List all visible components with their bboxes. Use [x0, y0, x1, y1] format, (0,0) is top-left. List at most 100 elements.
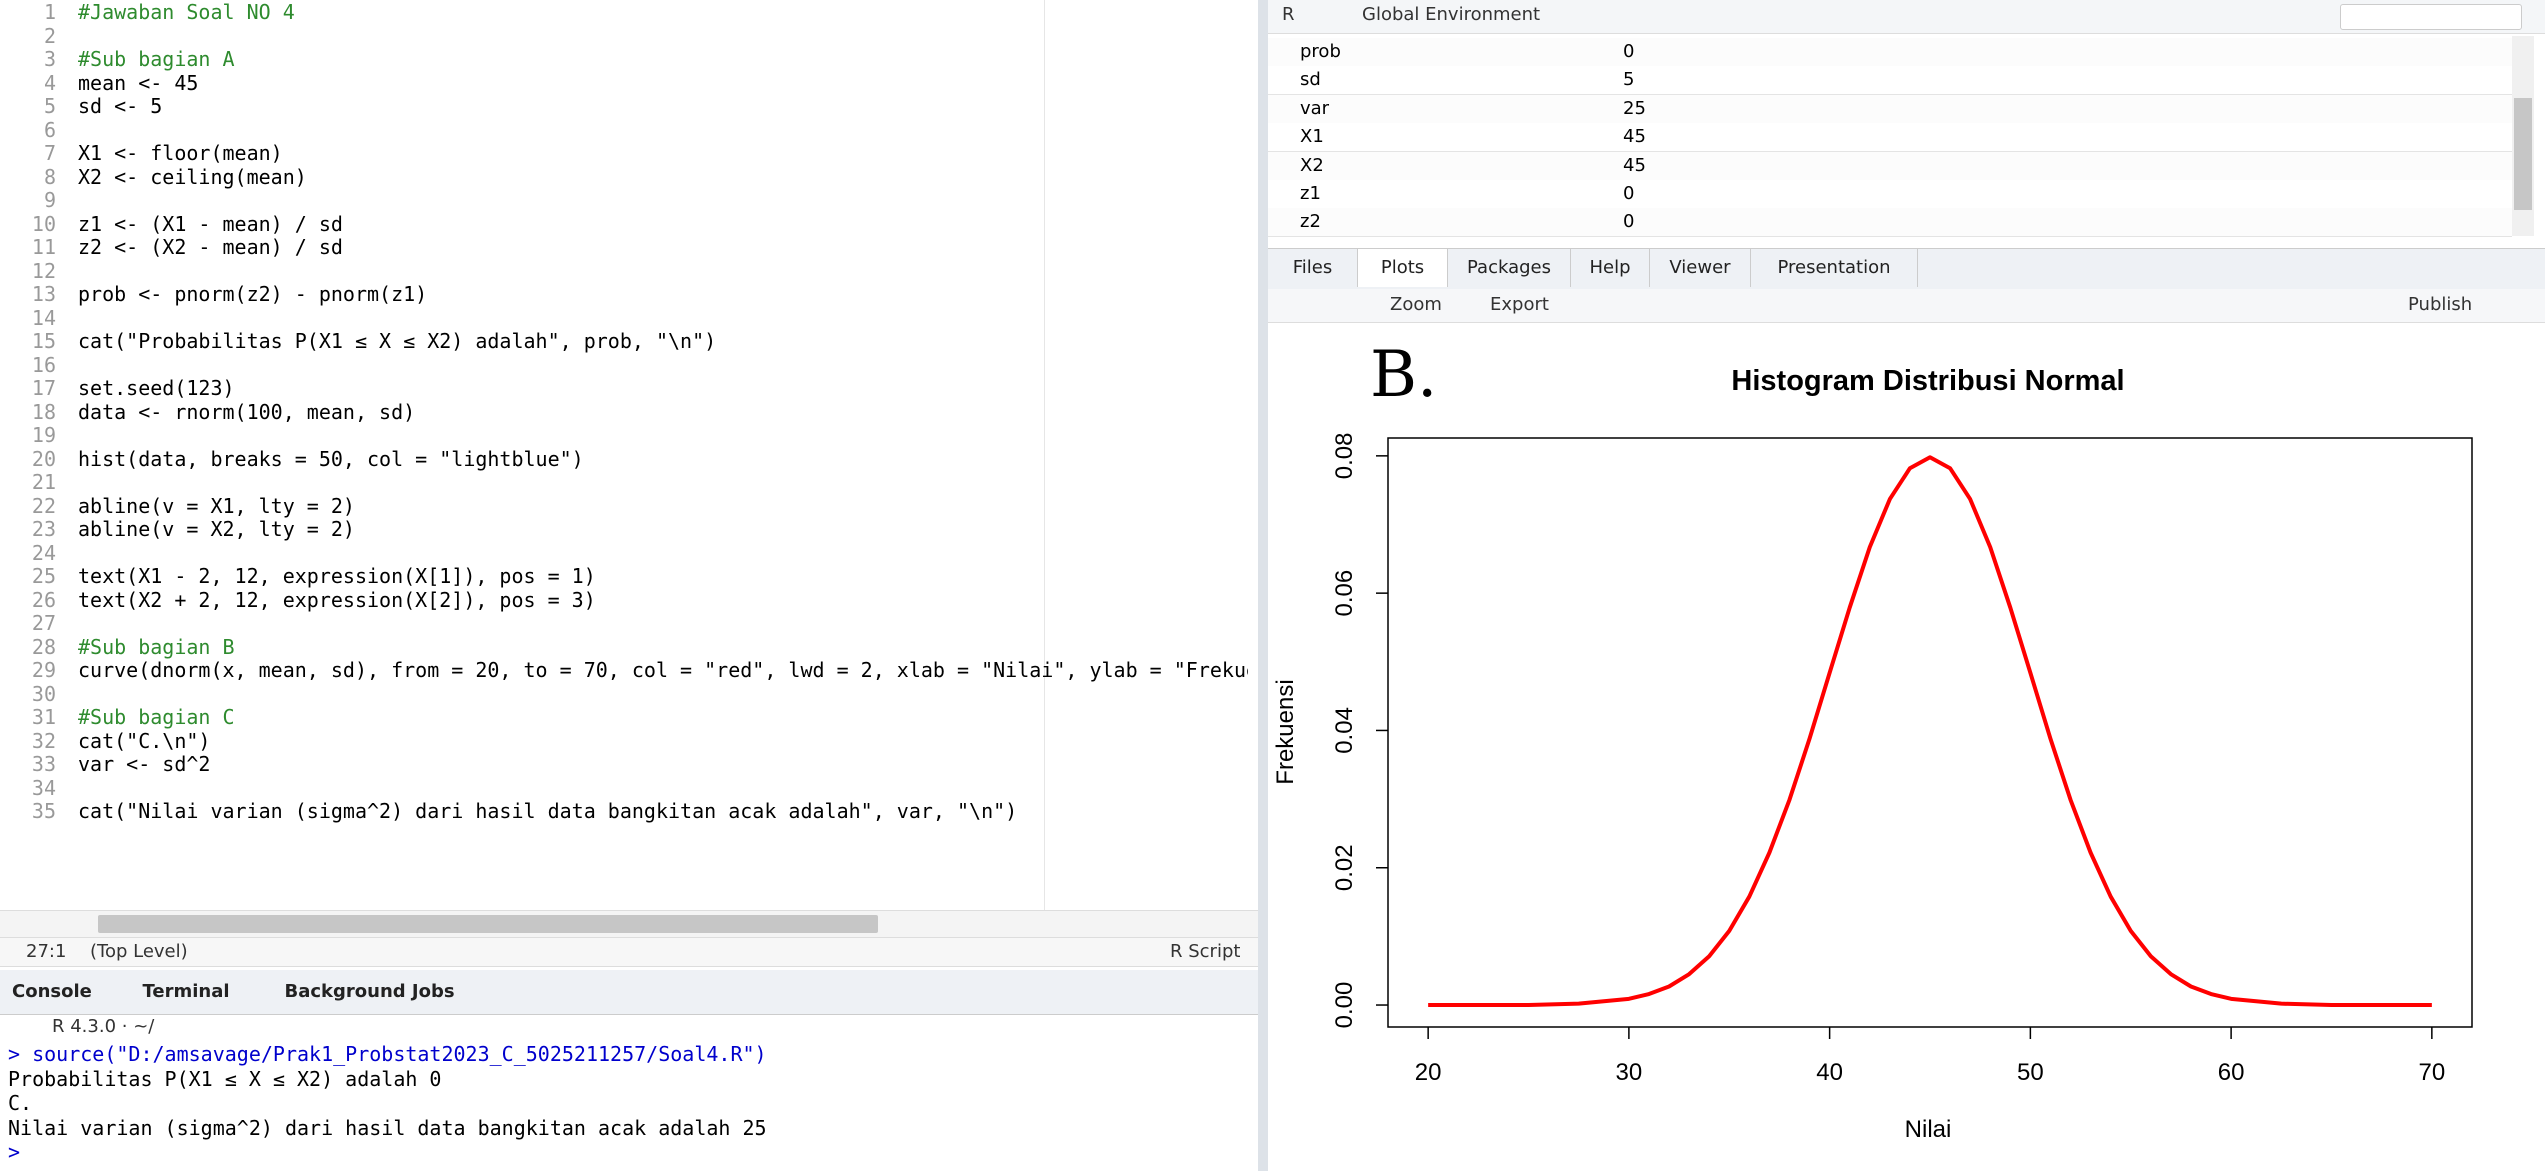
env-name: X1: [1300, 126, 1324, 148]
env-toolbar: [1268, 0, 2545, 34]
code-line: text(X2 + 2, 12, expression(X[2]), pos =…: [78, 587, 596, 612]
code-line: data <- rnorm(100, mean, sd): [78, 399, 416, 424]
x-tick-label: 40: [1816, 1059, 1843, 1086]
code-line: sd <- 5: [78, 94, 163, 118]
code-line: cat("Nilai varian (sigma^2) dari hasil d…: [78, 799, 1018, 823]
line-number: 1: [43, 0, 56, 24]
x-tick-label: 30: [1616, 1059, 1643, 1086]
editor-status-bar: [0, 937, 1258, 967]
viewer-tab[interactable]: Packages: [1448, 249, 1571, 287]
language[interactable]: R: [1282, 4, 1295, 25]
line-number: 19: [31, 423, 56, 447]
env-name: z1: [1300, 183, 1321, 204]
env-scope[interactable]: Global Environment: [1362, 4, 1541, 25]
code-line: X2 <- ceiling(mean): [78, 164, 307, 189]
env-value: 45: [1623, 154, 1646, 176]
line-number: 20: [31, 446, 56, 471]
export-button[interactable]: Export: [1490, 294, 1549, 315]
y-tick-label: 0.02: [1331, 844, 1358, 891]
line-number: 28: [31, 634, 56, 659]
env-row: [1268, 123, 2512, 153]
env-row: [1268, 66, 2512, 96]
env-scrollbar[interactable]: [2512, 36, 2534, 236]
env-value: 0: [1623, 41, 1635, 62]
y-tick-label: 0.08: [1331, 432, 1358, 479]
line-number: 8: [43, 164, 56, 189]
handwritten-note: B.: [1370, 338, 1438, 412]
console-line: C.: [8, 1091, 33, 1115]
code-line: cat("C.\n"): [78, 728, 211, 753]
code-line: text(X1 - 2, 12, expression(X[1]), pos =…: [78, 564, 596, 588]
env-row: [1268, 94, 2512, 124]
plot-toolbar: [1268, 289, 2545, 323]
line-number: 31: [31, 705, 56, 729]
env-name: var: [1300, 97, 1330, 119]
code-line: cat("Probabilitas P(X1 ≤ X ≤ X2) adalah"…: [78, 329, 717, 353]
line-number: 12: [31, 258, 56, 283]
editor-scrollbar[interactable]: [0, 910, 1258, 937]
console-tabbar: [0, 970, 1258, 1015]
cursor-position: 27:1: [26, 941, 67, 962]
publish-button[interactable]: Publish: [2408, 294, 2473, 315]
console-tab[interactable]: Background Jobs: [284, 981, 455, 1002]
console-tab[interactable]: Console: [12, 981, 92, 1002]
line-number: 22: [31, 493, 56, 518]
code-line: #Sub bagian C: [78, 705, 235, 729]
zoom-button[interactable]: Zoom: [1390, 294, 1442, 315]
line-number: 25: [31, 564, 56, 588]
code-line: #Sub bagian B: [78, 634, 235, 659]
code-line: z1 <- (X1 - mean) / sd: [78, 211, 343, 236]
viewer-tab[interactable]: Plots: [1358, 249, 1448, 287]
x-tick-label: 60: [2218, 1059, 2245, 1086]
series-line: [1428, 455, 2432, 1008]
env-row: [1268, 151, 2512, 181]
editor: [0, 0, 1258, 920]
x-tick-label: 70: [2419, 1059, 2446, 1086]
line-number: 33: [31, 752, 56, 776]
line-number: 23: [31, 517, 56, 541]
line-number: 16: [31, 352, 56, 377]
line-number: 27: [31, 611, 56, 635]
line-number: 6: [43, 117, 56, 142]
env-value: 0: [1623, 211, 1635, 233]
x-axis-label: Nilai: [1905, 1116, 1952, 1143]
code-line: #Sub bagian A: [78, 47, 235, 71]
console-tab[interactable]: Terminal: [142, 981, 230, 1002]
viewer-tab[interactable]: Help: [1571, 249, 1650, 287]
margin-line: [1044, 0, 1045, 910]
line-number: 24: [31, 540, 56, 565]
line-number: 29: [31, 658, 56, 682]
env-row: [1268, 208, 2512, 238]
env-row: [1268, 180, 2512, 209]
splitter: [1258, 0, 1268, 1171]
file-type[interactable]: R Script: [1170, 941, 1241, 962]
line-number: 15: [31, 329, 56, 353]
env-value: 45: [1623, 126, 1646, 148]
env-value: 0: [1623, 183, 1635, 204]
console-line: Nilai varian (sigma^2) dari hasil data b…: [8, 1115, 767, 1140]
viewer-tab[interactable]: Files: [1268, 249, 1358, 287]
code-line: X1 <- floor(mean): [78, 141, 283, 165]
scope[interactable]: (Top Level): [90, 941, 188, 962]
plot-frame: [1387, 437, 2473, 1028]
line-number: 11: [31, 235, 56, 259]
code-line: var <- sd^2: [78, 752, 211, 776]
code-line: curve(dnorm(x, mean, sd), from = 20, to …: [78, 658, 1248, 682]
line-number: 35: [31, 799, 56, 823]
r-version: R 4.3.0 · ~/: [52, 1016, 155, 1037]
line-number: 14: [31, 305, 56, 330]
chart-title: Histogram Distribusi Normal: [1731, 365, 2124, 397]
env-value: 25: [1623, 97, 1646, 119]
viewer-tab[interactable]: Viewer: [1650, 249, 1751, 287]
line-number: 13: [31, 282, 56, 306]
x-tick-label: 20: [1415, 1059, 1442, 1086]
code-line: #Jawaban Soal NO 4: [78, 0, 295, 24]
search-box[interactable]: [2340, 4, 2522, 30]
code-line: prob <- pnorm(z2) - pnorm(z1): [78, 282, 428, 306]
viewer-tab[interactable]: Presentation: [1751, 249, 1918, 287]
env-value: 5: [1623, 69, 1635, 91]
line-number: 17: [31, 376, 56, 400]
console-line: >: [8, 1140, 21, 1164]
